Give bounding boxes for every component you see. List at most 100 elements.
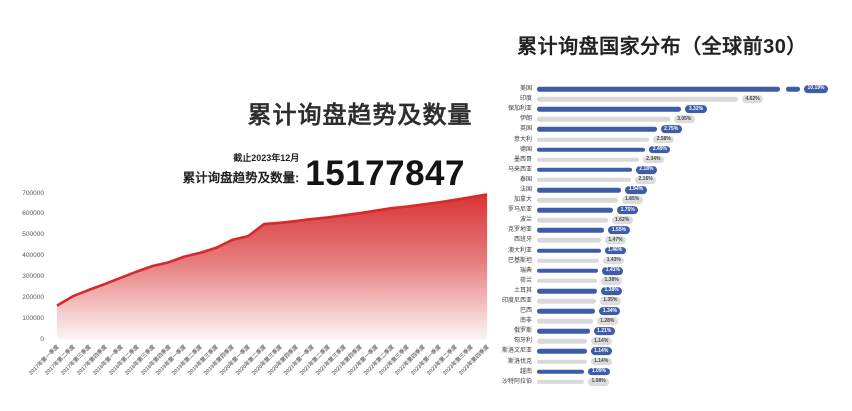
- country-bar: [537, 207, 614, 213]
- value-badge: 1.55%: [608, 226, 630, 235]
- country-label: 罗马尼亚: [507, 207, 532, 214]
- value-badge: 1.38%: [601, 276, 623, 285]
- country-bar: [537, 288, 597, 294]
- value-badge: 1.08%: [588, 377, 610, 386]
- bar-row: 英国 2.75%: [492, 124, 846, 134]
- bar-track: 2.49%: [537, 145, 846, 155]
- country-bar: [537, 177, 631, 183]
- value-badge: 1.94%: [625, 186, 647, 194]
- value-badge: 1.43%: [603, 256, 625, 265]
- country-label: 巴基斯坦: [507, 257, 532, 264]
- value-badge: 1.09%: [588, 367, 610, 376]
- y-tick-label: 500000: [22, 231, 44, 239]
- country-label: 西班牙: [513, 237, 532, 244]
- bar-row: 斯洛伐克 1.14%: [492, 357, 846, 367]
- total-inquiries-value: 15177847: [305, 154, 465, 194]
- country-label: 俄罗斯: [513, 328, 532, 335]
- value-badge: 1.38%: [601, 287, 623, 295]
- value-badge: 2.58%: [653, 135, 675, 144]
- country-label: 沙特阿拉伯: [501, 378, 532, 385]
- country-label: 英国: [519, 126, 532, 133]
- bar-row: 俄罗斯 1.21%: [492, 326, 846, 336]
- country-bar: [537, 137, 650, 142]
- bar-row: 南非 1.28%: [492, 316, 846, 326]
- bar-row: 罗马尼亚 1.75%: [492, 205, 846, 215]
- y-tick-label: 200000: [22, 293, 44, 301]
- bar-track: 1.94%: [537, 185, 846, 195]
- country-bar: [537, 369, 585, 374]
- bar-row: 荷兰 1.38%: [492, 276, 846, 286]
- bar-row: 匈牙利 1.14%: [492, 336, 846, 346]
- value-badge: 1.14%: [590, 357, 612, 366]
- bar-row: 沙特阿拉伯 1.08%: [492, 377, 846, 387]
- bar-track: 1.38%: [537, 286, 846, 296]
- value-badge: 1.28%: [596, 317, 618, 326]
- country-bar: [537, 379, 584, 385]
- bar-row: 马来西亚 2.18%: [492, 165, 846, 175]
- value-badge: 2.16%: [635, 176, 657, 184]
- bar-row: 巴基斯坦 1.43%: [492, 256, 846, 266]
- value-badge: 3.05%: [673, 115, 695, 124]
- country-label: 伊朗: [519, 116, 532, 123]
- value-badge: 1.62%: [611, 216, 633, 225]
- country-bar: [537, 147, 646, 152]
- value-badge: 3.32%: [685, 105, 707, 114]
- country-bar: [537, 187, 622, 193]
- bar-row: 伊朗 3.05%: [492, 114, 846, 124]
- country-label: 土耳其: [513, 287, 532, 294]
- area-y-axis: 700000 600000 500000 400000 300000 200000 1000…: [0, 185, 46, 345]
- bar-track: 3.05%: [537, 114, 846, 124]
- country-label: 美国: [519, 86, 532, 93]
- value-badge: 1.47%: [604, 236, 627, 245]
- bar-track: 4.62%: [537, 94, 846, 104]
- value-badge: 4.62%: [742, 95, 764, 104]
- value-badge: 1.14%: [590, 337, 612, 346]
- area-fill: [57, 194, 488, 340]
- country-label: 匈牙利: [513, 338, 532, 345]
- country-label: 墨西哥: [513, 156, 532, 163]
- bar-track: 1.43%: [537, 256, 846, 266]
- bar-track: 3.32%: [537, 104, 846, 114]
- country-label: 瑞典: [519, 267, 532, 274]
- area-x-axis: 2017年第一季度 2017年第二季度 2017年第三季度 2017年第四季度 2018…: [28, 343, 490, 409]
- bar-track: 1.14%: [537, 357, 846, 367]
- bar-track: 1.47%: [537, 235, 846, 245]
- bar-row: 保加利亚 3.32%: [492, 104, 846, 114]
- bar-track: 1.28%: [537, 316, 846, 326]
- country-bar: [537, 248, 601, 253]
- y-tick-label: 0: [40, 335, 44, 343]
- value-badge: 1.41%: [602, 266, 624, 275]
- country-bar: [537, 318, 593, 324]
- bar-track: 10.19%: [537, 84, 846, 94]
- value-badge: 10.19%: [804, 85, 828, 93]
- country-bar: [537, 167, 632, 173]
- country-bar: [537, 228, 605, 233]
- country-bar: [537, 298, 596, 304]
- country-bar: [537, 96, 738, 102]
- value-badge: 1.21%: [593, 327, 615, 336]
- bar-track: 1.14%: [537, 346, 846, 356]
- bar-track: 1.55%: [537, 225, 846, 235]
- value-badge: 2.18%: [635, 165, 657, 174]
- area-line: [56, 193, 488, 307]
- country-label: 德国: [519, 146, 532, 153]
- country-label: 马来西亚: [507, 166, 532, 173]
- bar-row: 巴西 1.34%: [492, 306, 846, 316]
- country-bar: [537, 359, 587, 364]
- y-tick-label: 100000: [22, 314, 44, 322]
- bar-row: 斯洛文尼亚 1.14%: [492, 346, 846, 356]
- value-badge: 1.75%: [617, 206, 639, 215]
- country-label: 斯洛文尼亚: [501, 348, 532, 355]
- y-tick-label: 600000: [22, 210, 44, 218]
- bar-row: 墨西哥 2.34%: [492, 155, 846, 165]
- bar-row: 瑞典 1.41%: [492, 266, 846, 276]
- bar-row: 泰国 2.16%: [492, 175, 846, 185]
- country-label: 斯洛伐克: [507, 358, 532, 365]
- value-badge: 1.34%: [599, 307, 621, 315]
- bar-track: 2.58%: [537, 134, 846, 144]
- bar-row: 澳大利亚 1.46%: [492, 246, 846, 256]
- bar-track: 1.75%: [537, 205, 846, 215]
- bar-track: 1.85%: [537, 195, 846, 205]
- bar-row: 印度 4.62%: [492, 94, 846, 104]
